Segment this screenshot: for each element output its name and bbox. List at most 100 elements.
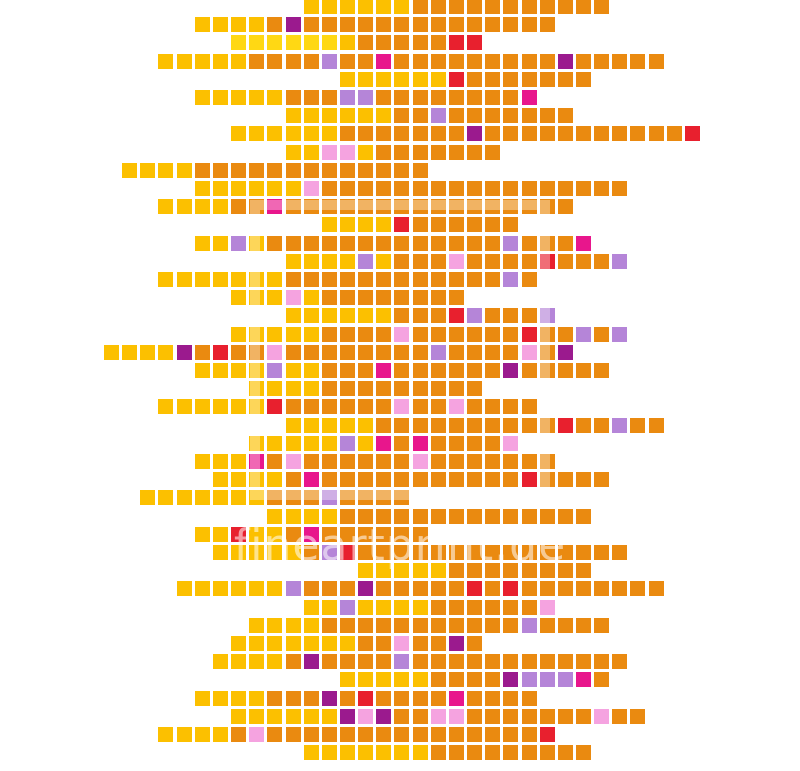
mosaic-square [575, 363, 591, 378]
mosaic-square [430, 181, 446, 196]
mosaic-square [521, 363, 537, 378]
mosaic-square [158, 162, 174, 178]
mosaic-square [267, 708, 283, 724]
mosaic-square [412, 108, 428, 124]
mosaic-square [212, 363, 228, 378]
mosaic-square [249, 53, 265, 69]
mosaic-square [358, 126, 374, 142]
mosaic-square [521, 745, 537, 761]
mosaic-square [376, 508, 392, 524]
mosaic-square [539, 308, 555, 324]
mosaic-square [521, 253, 537, 269]
mosaic-square [267, 381, 283, 397]
mosaic-square [485, 53, 501, 69]
mosaic-square [539, 599, 555, 615]
mosaic-square [503, 672, 519, 688]
mosaic-square [249, 17, 265, 33]
mosaic-square [448, 435, 464, 451]
mosaic-square [503, 581, 519, 597]
mosaic-square [503, 690, 519, 706]
mosaic-square [394, 435, 410, 451]
mosaic-square [358, 363, 374, 378]
mosaic-square [285, 162, 301, 178]
mosaic-square [321, 363, 337, 378]
mosaic-square [249, 399, 265, 415]
mosaic-square [485, 199, 501, 215]
mosaic-square [376, 308, 392, 324]
mosaic-square [594, 708, 609, 724]
mosaic-square [412, 181, 428, 196]
mosaic-square [412, 399, 428, 415]
mosaic-square [339, 745, 355, 761]
mosaic-square [267, 472, 283, 488]
mosaic-square [321, 108, 337, 124]
mosaic-square [358, 253, 374, 269]
mosaic-square [321, 253, 337, 269]
mosaic-square [485, 690, 501, 706]
mosaic-square [321, 235, 337, 251]
mosaic-square [448, 181, 464, 196]
mosaic-square [539, 71, 555, 87]
mosaic-square [339, 526, 355, 542]
mosaic-square [231, 526, 246, 542]
mosaic-square [485, 508, 501, 524]
mosaic-square [575, 126, 591, 142]
mosaic-square [303, 454, 319, 469]
mosaic-square [249, 490, 265, 506]
mosaic-square [285, 526, 301, 542]
mosaic-square [485, 435, 501, 451]
mosaic-square [339, 253, 355, 269]
mosaic-square [267, 617, 283, 633]
mosaic-square [267, 435, 283, 451]
mosaic-square [303, 144, 319, 160]
mosaic-square [448, 563, 464, 579]
mosaic-square [231, 290, 246, 306]
mosaic-square [231, 654, 246, 670]
mosaic-square [376, 599, 392, 615]
mosaic-square [485, 672, 501, 688]
mosaic-square [430, 90, 446, 105]
mosaic-square [430, 235, 446, 251]
mosaic-square [430, 326, 446, 342]
mosaic-square [376, 745, 392, 761]
mosaic-square [394, 417, 410, 433]
mosaic-square [575, 545, 591, 560]
mosaic-square [485, 0, 501, 14]
mosaic-square [321, 454, 337, 469]
mosaic-square [521, 71, 537, 87]
mosaic-square [594, 253, 609, 269]
mosaic-square [394, 654, 410, 670]
mosaic-square [339, 272, 355, 287]
mosaic-square [467, 0, 482, 14]
mosaic-square [249, 654, 265, 670]
mosaic-square [467, 472, 482, 488]
mosaic-square [285, 708, 301, 724]
mosaic-square [231, 126, 246, 142]
mosaic-square [539, 508, 555, 524]
mosaic-square [176, 272, 192, 287]
mosaic-square [612, 708, 628, 724]
mosaic-square [467, 617, 482, 633]
mosaic-square [303, 435, 319, 451]
mosaic-square [503, 53, 519, 69]
mosaic-square [448, 217, 464, 233]
mosaic-square [539, 253, 555, 269]
mosaic-square [448, 581, 464, 597]
mosaic-square [430, 508, 446, 524]
mosaic-square [303, 17, 319, 33]
mosaic-square [467, 399, 482, 415]
mosaic-square [376, 490, 392, 506]
mosaic-square [430, 654, 446, 670]
mosaic-square [303, 35, 319, 51]
mosaic-square [267, 326, 283, 342]
mosaic-square [521, 508, 537, 524]
mosaic-square [303, 745, 319, 761]
mosaic-square [557, 71, 573, 87]
mosaic-square [249, 581, 265, 597]
mosaic-square [158, 727, 174, 742]
mosaic-square [303, 526, 319, 542]
mosaic-square [448, 326, 464, 342]
mosaic-square [467, 90, 482, 105]
mosaic-square [194, 199, 210, 215]
mosaic-square [412, 563, 428, 579]
